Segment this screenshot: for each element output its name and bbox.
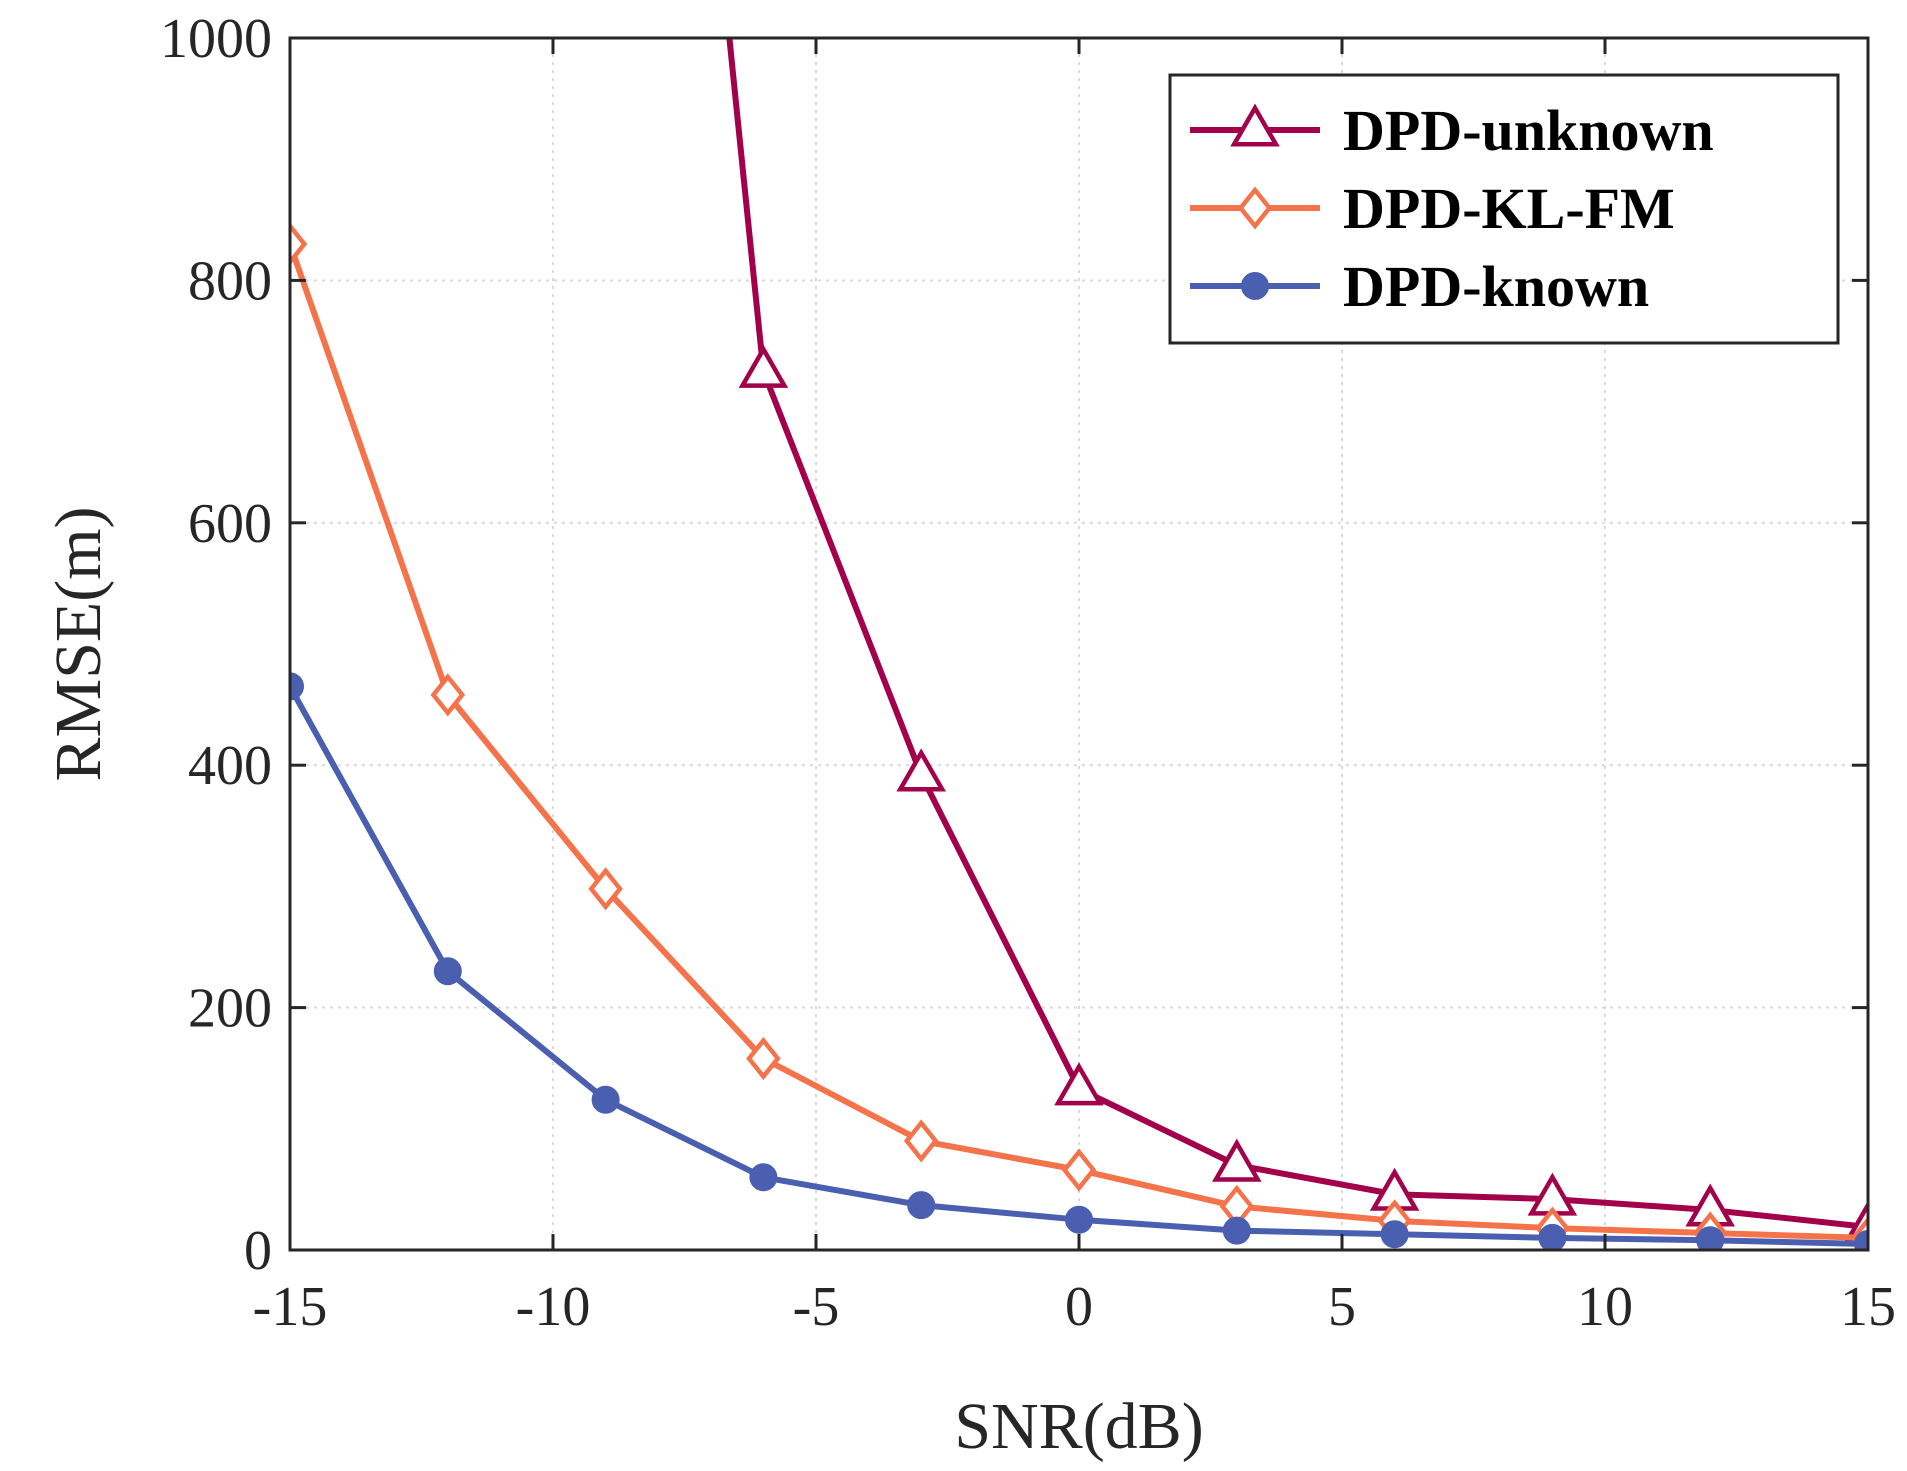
x-tick-label: 15 <box>1840 1276 1896 1338</box>
data-point <box>738 344 789 388</box>
y-tick-label: 1000 <box>160 8 272 70</box>
legend-item: DPD-unknown <box>1190 98 1714 163</box>
data-point <box>1054 1062 1104 1106</box>
data-point <box>1222 1216 1251 1245</box>
axis-ticks: -15 -10 -5 0 5 10 15 0 200 400 600 800 1000 <box>160 8 1896 1338</box>
data-point <box>903 1119 939 1163</box>
data-point <box>591 1085 620 1114</box>
y-tick-label: 400 <box>188 735 272 797</box>
data-point <box>1854 1229 1868 1250</box>
data-point <box>746 1036 781 1081</box>
legend: DPD-unknown DPD-KL-FM DPD-known <box>1168 73 1840 345</box>
legend-label: DPD-known <box>1343 254 1649 319</box>
legend-label: DPD-KL-FM <box>1343 176 1675 241</box>
data-point <box>1538 1223 1567 1250</box>
x-tick-label: -5 <box>793 1276 840 1338</box>
legend-marker <box>1230 103 1280 147</box>
x-tick-label: -10 <box>516 1276 591 1338</box>
data-point <box>749 1163 778 1192</box>
legend-marker <box>1241 272 1269 300</box>
legend-marker <box>1237 186 1273 230</box>
legend-item: DPD-known <box>1190 254 1649 319</box>
data-point <box>1696 1226 1725 1250</box>
data-point <box>907 1191 936 1220</box>
y-tick-label: 600 <box>188 493 272 555</box>
data-point <box>290 672 304 701</box>
data-point <box>588 867 623 911</box>
x-tick-label: 0 <box>1065 1276 1093 1338</box>
x-tick-label: 5 <box>1328 1276 1356 1338</box>
data-point <box>290 222 308 266</box>
x-tick-label: 10 <box>1577 1276 1633 1338</box>
y-tick-label: 800 <box>188 250 272 312</box>
data-point <box>1061 1148 1097 1192</box>
plot-series <box>290 38 1868 1250</box>
data-point <box>430 673 466 717</box>
data-point <box>1212 1138 1262 1182</box>
data-point <box>896 748 946 792</box>
data-point <box>1380 1220 1409 1249</box>
data-point <box>433 957 462 986</box>
legend-item: DPD-KL-FM <box>1190 176 1675 241</box>
data-point <box>1065 1205 1093 1234</box>
x-tick-label: -15 <box>253 1276 328 1338</box>
legend-label: DPD-unknown <box>1343 98 1714 163</box>
y-tick-label: 200 <box>188 978 272 1040</box>
x-axis-label: SNR(dB) <box>954 1390 1203 1463</box>
series-DPD-unknown <box>726 38 1868 1244</box>
y-axis-label: RMSE(m) <box>42 506 115 781</box>
y-tick-label: 0 <box>244 1220 272 1282</box>
